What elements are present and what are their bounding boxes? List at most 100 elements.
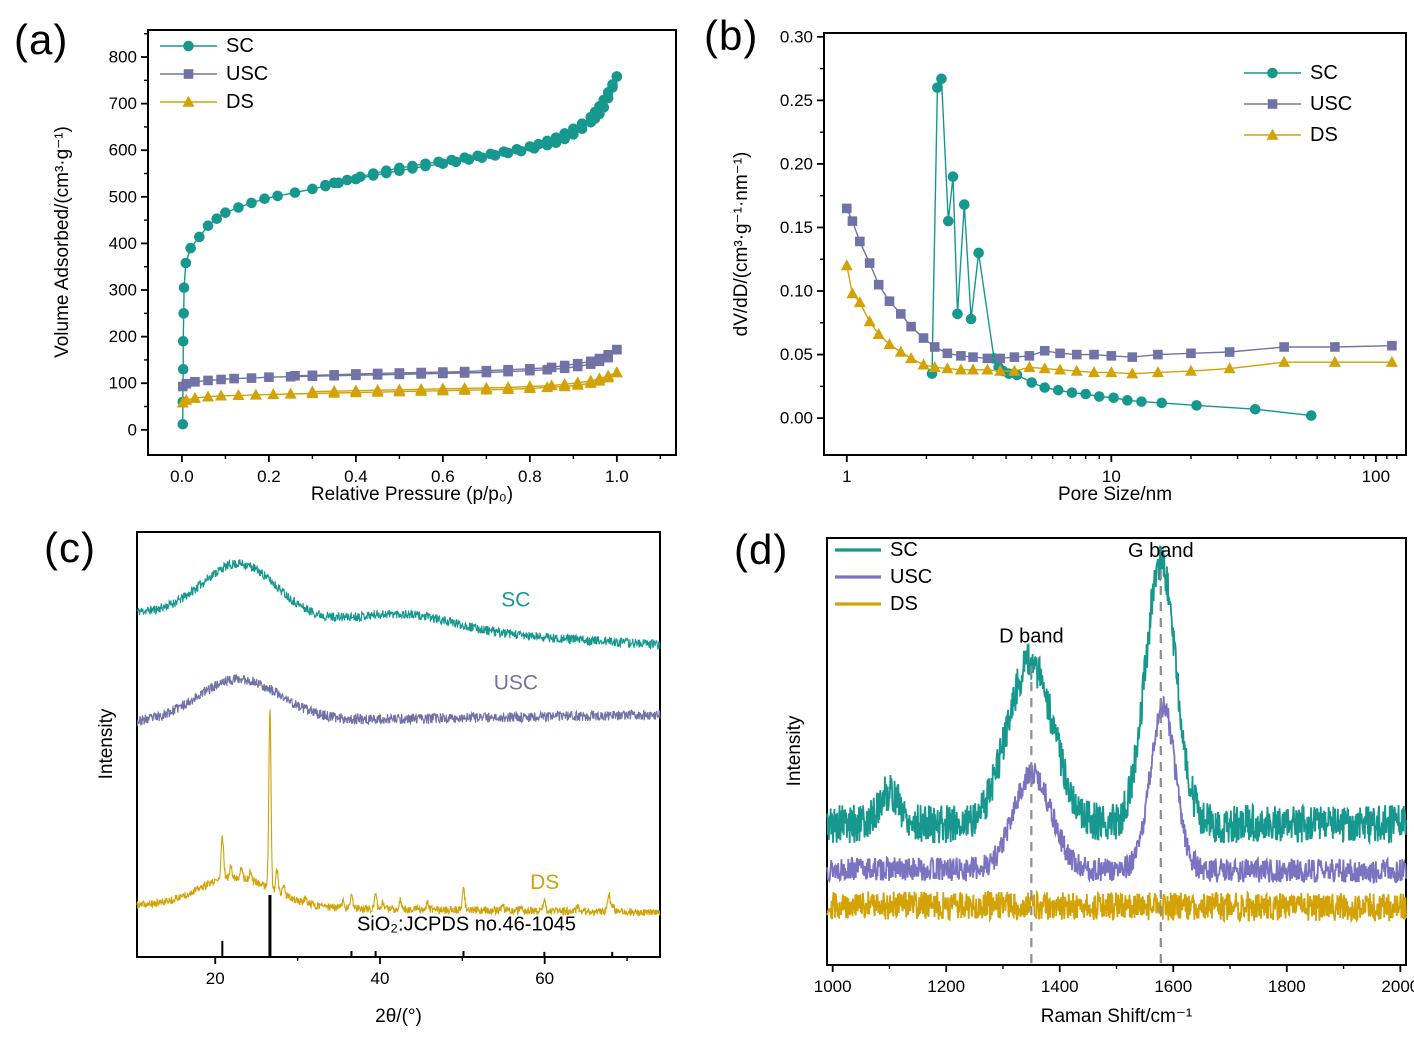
- data-point-square: [416, 367, 426, 378]
- data-point-triangle: [1184, 364, 1197, 376]
- data-point-triangle: [328, 384, 341, 396]
- data-point-square: [372, 368, 383, 379]
- data-point-triangle: [1070, 364, 1083, 376]
- data-point-circle: [178, 282, 190, 294]
- data-point-triangle: [917, 358, 930, 370]
- data-point-triangle: [602, 369, 615, 381]
- data-point-circle: [576, 118, 588, 129]
- series-line: [846, 208, 1392, 360]
- data-point-square: [1330, 342, 1340, 352]
- data-point-square: [1024, 351, 1035, 361]
- tick-label: 20: [206, 969, 225, 988]
- data-point-square: [918, 333, 929, 343]
- data-point-square: [559, 360, 570, 371]
- data-point-square: [1009, 352, 1020, 362]
- tick-label: 300: [109, 281, 137, 300]
- data-point-triangle: [415, 382, 428, 394]
- legend-d: SC USC DS: [835, 539, 932, 615]
- legend-item-usc: USC: [835, 566, 932, 588]
- data-point-square: [1089, 349, 1099, 360]
- data-point-square: [1267, 99, 1278, 109]
- data-point-circle: [973, 247, 984, 259]
- y-ticks-b: 0.00 0.05 0.10 0.15 0.20 0.25 0.30: [780, 27, 824, 428]
- data-point-circle: [511, 143, 523, 155]
- legend-label: USC: [890, 566, 932, 588]
- data-point-triangle: [393, 383, 406, 395]
- data-point-square: [351, 369, 361, 379]
- data-point-square: [1186, 348, 1196, 359]
- legend-label: SC: [890, 539, 918, 561]
- data-point-circle: [1249, 403, 1261, 415]
- data-point-circle: [1093, 391, 1105, 402]
- data-point-square: [216, 374, 226, 385]
- data-point-triangle: [584, 374, 597, 386]
- data-point-circle: [550, 132, 562, 143]
- tick-label: 0.05: [780, 345, 813, 364]
- data-point-square: [873, 279, 884, 290]
- legend-label: SC: [226, 35, 254, 57]
- data-point-triangle: [905, 352, 918, 364]
- annotation-g-band: G band: [1128, 540, 1194, 562]
- data-point-triangle: [981, 363, 994, 375]
- data-point-circle: [446, 154, 457, 166]
- tick-label: 0.25: [780, 91, 813, 110]
- data-point-circle: [1066, 387, 1078, 399]
- tick-label: 1000: [814, 977, 852, 996]
- data-point-square: [855, 236, 865, 247]
- data-point-triangle: [480, 381, 493, 393]
- data-point-square: [1055, 348, 1065, 359]
- data-point-triangle: [371, 383, 384, 395]
- data-point-circle: [289, 187, 301, 198]
- x-axis-label-a: Relative Pressure (p/p₀): [311, 484, 513, 505]
- data-point-triangle: [1126, 367, 1139, 379]
- data-point-square: [895, 309, 906, 319]
- data-point-circle: [559, 128, 570, 139]
- data-point-circle: [607, 79, 618, 90]
- data-point-square: [884, 296, 895, 306]
- data-point-circle: [194, 231, 205, 243]
- data-point-circle: [485, 148, 497, 160]
- legend-item-ds: DS: [835, 593, 918, 615]
- plot-frame: [823, 32, 1407, 456]
- data-point-square: [229, 373, 239, 384]
- data-point-triangle: [610, 366, 623, 378]
- tick-label: 10: [1102, 467, 1121, 486]
- y-axis-label-d: Intensity: [784, 715, 805, 786]
- data-point-square: [1224, 347, 1235, 357]
- tick-label: 0.30: [780, 27, 813, 46]
- legend-item-ds: DS: [1244, 124, 1338, 146]
- tick-label: 60: [535, 969, 554, 988]
- spectrum-ds: [826, 889, 1407, 924]
- y-ticks-a: 0 100 200 300 400 500 600 700 800: [109, 33, 148, 439]
- legend-item-ds: DS: [160, 91, 254, 113]
- data-point-square: [585, 356, 596, 367]
- legend-a: SC USC DS: [160, 35, 268, 113]
- spectrum-ds: [136, 708, 661, 918]
- data-point-square: [1071, 349, 1082, 360]
- reference-stick-pattern: [221, 894, 614, 956]
- legend-item-usc: USC: [160, 63, 268, 85]
- data-point-circle: [307, 183, 318, 195]
- spectrum-sc: [136, 559, 661, 651]
- data-point-triangle: [954, 363, 967, 375]
- data-point-circle: [180, 257, 192, 269]
- data-point-square: [546, 362, 557, 373]
- data-point-triangle: [180, 393, 193, 405]
- tick-label: 1400: [1041, 977, 1079, 996]
- data-point-square: [612, 344, 622, 355]
- data-point-circle: [272, 190, 283, 202]
- tick-label: 0.2: [257, 467, 281, 486]
- data-point-circle: [1052, 384, 1064, 396]
- data-point-square: [503, 364, 513, 375]
- data-point-circle: [1136, 396, 1147, 407]
- data-point-triangle: [1023, 360, 1036, 372]
- data-point-triangle: [202, 390, 215, 402]
- data-point-triangle: [593, 372, 606, 384]
- data-point-circle: [233, 202, 244, 213]
- data-point-square: [841, 203, 852, 214]
- tick-label: 1800: [1268, 977, 1306, 996]
- data-point-triangle: [872, 327, 885, 339]
- data-point-circle: [1191, 400, 1202, 411]
- data-point-square: [459, 366, 470, 377]
